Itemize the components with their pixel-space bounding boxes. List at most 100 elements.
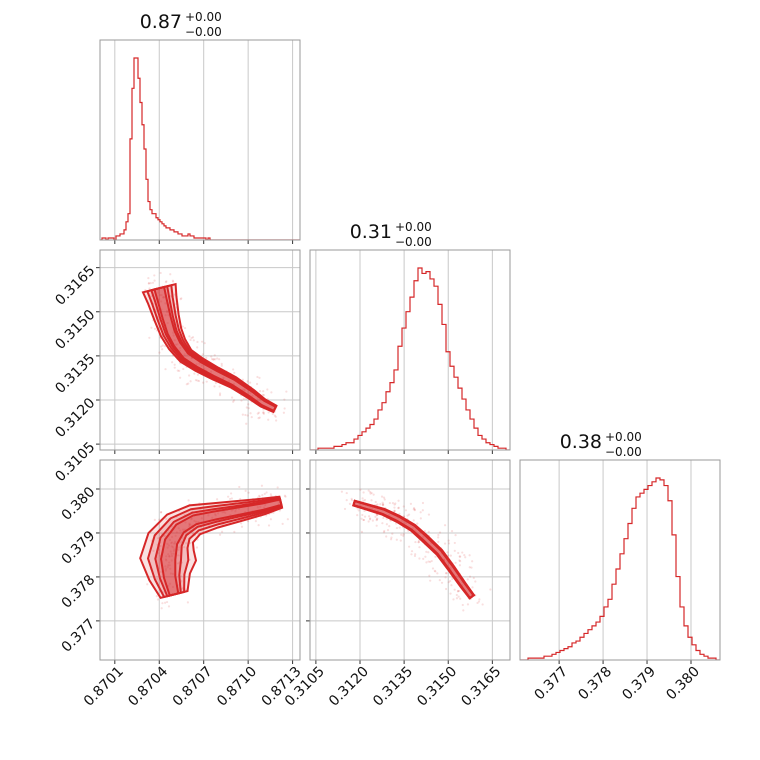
pair-0-sample	[161, 348, 164, 351]
pair-0-sample	[198, 362, 201, 365]
pair-2-sample	[447, 542, 451, 545]
pair-2-sample	[428, 560, 432, 563]
x-tick-label-p1-2: 0.3135	[370, 664, 416, 710]
pair-2-sample	[385, 535, 388, 538]
pair-0-sample	[213, 385, 216, 388]
x-tick-label-p2-3: 0.380	[663, 664, 703, 704]
pair-2-sample	[449, 566, 452, 570]
pair-1-sample	[170, 541, 173, 545]
pair-2-sample	[414, 529, 417, 532]
pair-2-sample	[468, 566, 471, 569]
pair-1-sample	[152, 549, 155, 552]
pair-2-sample	[425, 561, 428, 564]
pair-1-sample	[156, 598, 160, 601]
pair-1-sample	[265, 514, 268, 517]
pair-2-sample	[345, 491, 348, 495]
pair-2-sample	[453, 588, 456, 591]
pair-1-sample	[176, 554, 180, 557]
pair-2-sample	[372, 493, 375, 496]
pair-0-sample	[201, 340, 204, 343]
pair-2-sample	[370, 499, 373, 502]
pair-panel-0-1	[96, 249, 301, 454]
pair-1-sample	[264, 503, 267, 507]
pair-0-sample	[167, 313, 170, 317]
pair-0-sample	[183, 326, 187, 330]
pair-1-sample	[168, 555, 171, 558]
pair-1-sample	[172, 542, 176, 545]
y-tick-label-p2-1: 0.378	[59, 572, 99, 612]
pair-1-sample	[216, 512, 220, 515]
pair-2-sample	[402, 534, 405, 537]
pair-2-sample	[438, 579, 441, 582]
pair-1-sample	[233, 530, 236, 533]
title-1-plus: +0.00	[395, 220, 432, 234]
pair-2-sample	[412, 519, 415, 522]
pair-0-frame	[99, 249, 301, 451]
pair-2-sample	[367, 520, 370, 523]
pair-2-sample	[376, 503, 379, 506]
pair-1-sample	[178, 546, 181, 549]
pair-1-sample	[227, 495, 230, 498]
hist-panel-0: 0.87 +0.00−0.00	[99, 10, 301, 244]
pair-1-sample	[188, 523, 192, 526]
pair-0-sample	[210, 355, 213, 358]
pair-2-contour-0	[352, 499, 476, 600]
pair-1-sample	[215, 498, 219, 501]
pair-2-sample	[400, 519, 404, 522]
pair-2-sample	[361, 513, 364, 517]
pair-2-sample	[472, 576, 475, 580]
pair-2-contour-2	[352, 499, 475, 600]
pair-1-sample	[230, 509, 233, 512]
pair-1-sample	[221, 511, 224, 514]
pair-2-sample	[450, 584, 453, 587]
pair-1-sample	[161, 602, 164, 605]
pair-2-sample	[423, 530, 426, 533]
pair-1-sample	[160, 570, 163, 573]
pair-2-sample	[363, 498, 367, 502]
pair-0-sample	[220, 362, 223, 365]
pair-2-sample	[464, 556, 467, 559]
pair-1-sample	[193, 519, 196, 523]
pair-2-sample	[457, 551, 460, 555]
pair-0-sample	[176, 369, 179, 372]
pair-0-sample	[166, 311, 169, 314]
pair-2-sample	[357, 509, 360, 512]
pair-2-sample	[453, 541, 456, 545]
pair-2-sample	[391, 502, 395, 505]
pair-1-sample	[238, 485, 241, 489]
pair-0-sample	[192, 339, 195, 342]
pair-0-sample	[153, 279, 156, 282]
pair-0-sample	[147, 277, 150, 280]
pair-2-sample	[455, 593, 458, 597]
pair-0-sample	[179, 346, 182, 350]
pair-0-sample	[188, 335, 191, 338]
pair-1-sample	[165, 559, 168, 562]
pair-1-sample	[269, 518, 273, 521]
pair-1-sample	[168, 538, 172, 542]
pair-0-sample	[262, 411, 265, 414]
pair-0-sample	[191, 336, 195, 339]
pair-panel-1-2	[306, 459, 511, 664]
pair-2-sample	[458, 559, 461, 562]
pair-2-sample	[430, 559, 433, 563]
pair-2-sample	[382, 516, 385, 520]
pair-1-frame	[99, 459, 301, 661]
pair-2-sample	[398, 512, 401, 516]
pair-0-sample	[169, 294, 172, 298]
pair-0-sample	[148, 287, 151, 290]
pair-2-sample	[362, 491, 365, 494]
pair-0-sample	[210, 357, 214, 361]
pair-0-sample	[249, 381, 252, 384]
pair-1-sample	[146, 583, 149, 586]
y-tick-label-p1-4: 0.3165	[52, 263, 98, 309]
pair-1-sample	[169, 550, 172, 553]
pair-1-sample	[258, 494, 261, 497]
pair-2-sample	[468, 575, 472, 578]
pair-1-sample	[171, 572, 175, 575]
pair-1-sample	[172, 549, 175, 553]
pair-0-sample	[200, 364, 203, 367]
pair-0-sample	[166, 321, 169, 325]
pair-2-sample	[425, 550, 428, 553]
pair-1-sample	[214, 514, 217, 517]
pair-2-sample	[447, 539, 450, 542]
